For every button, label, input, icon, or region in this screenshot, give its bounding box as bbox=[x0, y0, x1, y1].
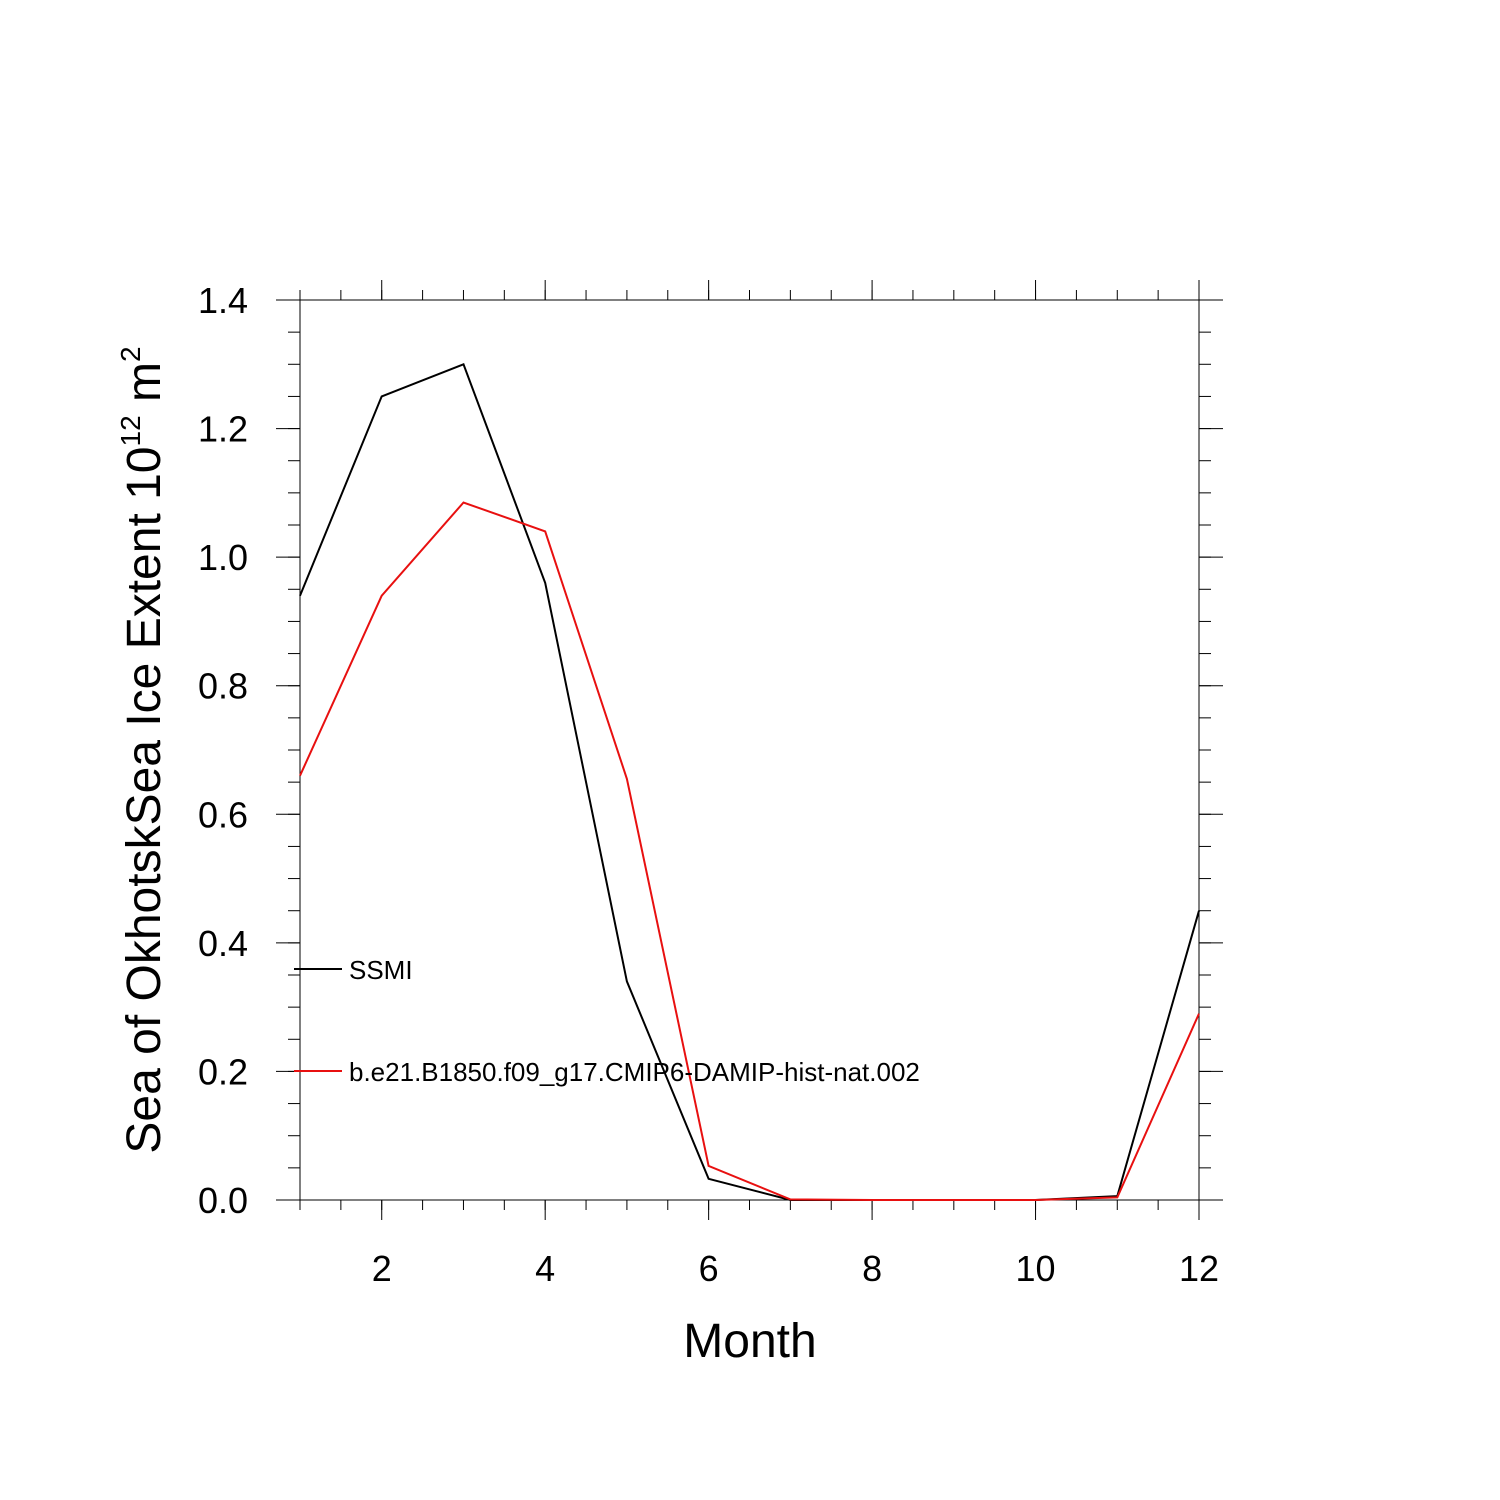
y-tick-label: 1.2 bbox=[198, 409, 248, 450]
legend: SSMI b.e21.B1850.f09_g17.CMIP6-DAMIP-hist… bbox=[294, 955, 920, 1087]
y-axis-label-unit-exponent: 2 bbox=[115, 346, 146, 362]
y-axis-label-main: Sea of OkhotskSea Ice Extent 10 bbox=[118, 446, 171, 1153]
y-tick-label: 0.0 bbox=[198, 1180, 248, 1221]
x-tick-label: 4 bbox=[535, 1248, 555, 1289]
x-tick-label: 6 bbox=[699, 1248, 719, 1289]
y-tick-labels: 0.0 0.2 0.4 0.6 0.8 1.0 1.2 1.4 bbox=[198, 280, 248, 1221]
x-tick-label: 12 bbox=[1179, 1248, 1219, 1289]
y-tick-label: 0.4 bbox=[198, 923, 248, 964]
major-ticks bbox=[276, 280, 1223, 1220]
x-tick-label: 10 bbox=[1016, 1248, 1056, 1289]
x-axis-label: Month bbox=[683, 1315, 816, 1368]
y-tick-label: 0.2 bbox=[198, 1051, 248, 1092]
series-lines bbox=[299, 362, 1200, 1201]
y-axis-label: Sea of OkhotskSea Ice Extent 1012 m2 bbox=[115, 346, 171, 1153]
y-tick-label: 0.6 bbox=[198, 794, 248, 835]
legend-label-1: SSMI bbox=[349, 955, 413, 985]
y-axis-label-exponent: 12 bbox=[115, 415, 146, 446]
y-tick-label: 1.4 bbox=[198, 280, 248, 321]
x-tick-labels: 2 4 6 8 10 12 bbox=[372, 1248, 1219, 1289]
legend-label-2: b.e21.B1850.f09_g17.CMIP6-DAMIP-hist-nat… bbox=[349, 1057, 920, 1087]
y-tick-label: 1.0 bbox=[198, 537, 248, 578]
plot-frame bbox=[299, 299, 1200, 1201]
x-tick-label: 8 bbox=[862, 1248, 882, 1289]
y-tick-label: 0.8 bbox=[198, 666, 248, 707]
x-tick-label: 2 bbox=[372, 1248, 392, 1289]
y-axis-label-unit: m bbox=[118, 362, 171, 415]
series-line-2 bbox=[299, 501, 1200, 1201]
